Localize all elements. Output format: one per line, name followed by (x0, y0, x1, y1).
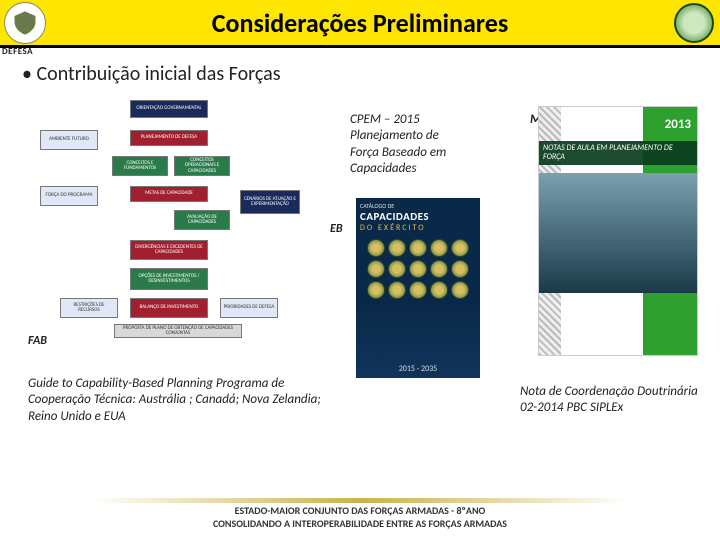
eb-emblems (360, 239, 476, 299)
slide-subtitle: Contribuição inicial das Forças (22, 62, 720, 86)
flowchart-box-plan: PLANEJAMENTO DE DEFESA (130, 130, 208, 146)
emblem-icon (409, 281, 427, 299)
eb-capacidades: CAPACIDADES (360, 210, 476, 223)
mb-year: 2013 (665, 117, 691, 132)
fab-flowchart: ORIENTAÇÃO GOVERNAMENTAL AMBIENTE FUTURO P… (32, 100, 312, 330)
emblem-icon (430, 239, 448, 257)
emblem-icon (388, 260, 406, 278)
flowchart-box-con2: CONCEITOS OPERACIONAIS E CAPACIDADES (174, 156, 230, 176)
cpem-line1: CPEM – 2015 (350, 112, 500, 128)
emblem-icon (367, 239, 385, 257)
eb-years: 2015 - 2035 (356, 364, 480, 374)
cpem-line4: Capacidades (350, 161, 500, 177)
flowchart-box-aval: AVALIAÇÃO DE CAPACIDADES (174, 210, 230, 230)
emblem-icon (451, 281, 469, 299)
emblem-icon (409, 260, 427, 278)
emblem-icon (451, 239, 469, 257)
emblem-icon (430, 260, 448, 278)
flowchart-box-opc: OPÇÕES DE INVESTIMENTOS / DESINVESTIMENT… (130, 268, 208, 290)
flowchart-box-force: FORÇA DO PROGRAMA (40, 186, 98, 206)
emblem-icon (409, 239, 427, 257)
mb-sea-image (539, 173, 697, 293)
defesa-logo (4, 2, 46, 44)
flowchart-box-top: ORIENTAÇÃO GOVERNAMENTAL (130, 100, 208, 118)
emcfa-logo (674, 3, 714, 43)
slide-title: Considerações Preliminares (212, 7, 508, 39)
cpem-line3: Força Baseado em (350, 145, 500, 161)
emblem-icon (451, 260, 469, 278)
fab-label: FAB (28, 334, 47, 348)
eb-catalog-cover: CATÁLOGO DE CAPACIDADES DO EXÉRCITO 2015… (356, 198, 480, 378)
footer-line2: CONSOLIDANDO A INTEROPERABILIDADE ENTRE … (0, 518, 720, 531)
nota-caption: Nota de Coordenação Doutrinária 02-2014 … (520, 384, 700, 417)
emblem-icon (430, 281, 448, 299)
emblem-icon (367, 281, 385, 299)
emblem-icon (367, 260, 385, 278)
flowchart-box-con1: CONCEITOS E FUNDAMENTOS (112, 156, 168, 176)
mb-band-text: NOTAS DE AULA EM PLANEJAMENTO DE FORÇA (539, 141, 697, 165)
defesa-label: DEFESA (2, 46, 33, 57)
eb-label: EB (330, 222, 343, 236)
mb-cover: 2013 NOTAS DE AULA EM PLANEJAMENTO DE FO… (538, 106, 698, 356)
footer-gradient (90, 498, 630, 503)
emblem-icon (388, 239, 406, 257)
guide-caption: Guide to Capability-Based Planning Progr… (28, 376, 328, 425)
eb-catalogo: CATÁLOGO DE (360, 202, 476, 210)
flowchart-box-div: DIVERGÊNCIAS E EXCEDENTES DE CAPACIDADES (130, 240, 208, 260)
flowchart-box-bal: BALANÇO DE INVESTIMENTO (130, 298, 208, 318)
cpem-caption: CPEM – 2015 Planejamento de Força Basead… (350, 112, 500, 177)
slide-header: Considerações Preliminares (0, 0, 720, 48)
cpem-line2: Planejamento de (350, 128, 500, 144)
flowchart-box-rest: RESTRIÇÕES DE RECURSOS (60, 298, 118, 318)
flowchart-box-bot: PROPOSTA DE PLANO DE OBTENÇÃO DE CAPACID… (114, 324, 242, 338)
flowchart-box-cen: CENÁRIOS DE ATUAÇÃO E EXPERIMENTAÇÃO (240, 190, 300, 214)
slide-footer: ESTADO-MAIOR CONJUNTO DAS FORÇAS ARMADAS… (0, 498, 720, 530)
eb-exercito: DO EXÉRCITO (360, 223, 476, 233)
flowchart-box-amb: AMBIENTE FUTURO (40, 130, 98, 150)
footer-line1: ESTADO-MAIOR CONJUNTO DAS FORÇAS ARMADAS… (0, 505, 720, 518)
emblem-icon (388, 281, 406, 299)
content-area: ORIENTAÇÃO GOVERNAMENTAL AMBIENTE FUTURO P… (0, 94, 720, 474)
flowchart-box-pri: PRIORIDADES DE DEFESA (220, 298, 278, 318)
flowchart-box-met: METAS DE CAPACIDADE (130, 186, 208, 202)
